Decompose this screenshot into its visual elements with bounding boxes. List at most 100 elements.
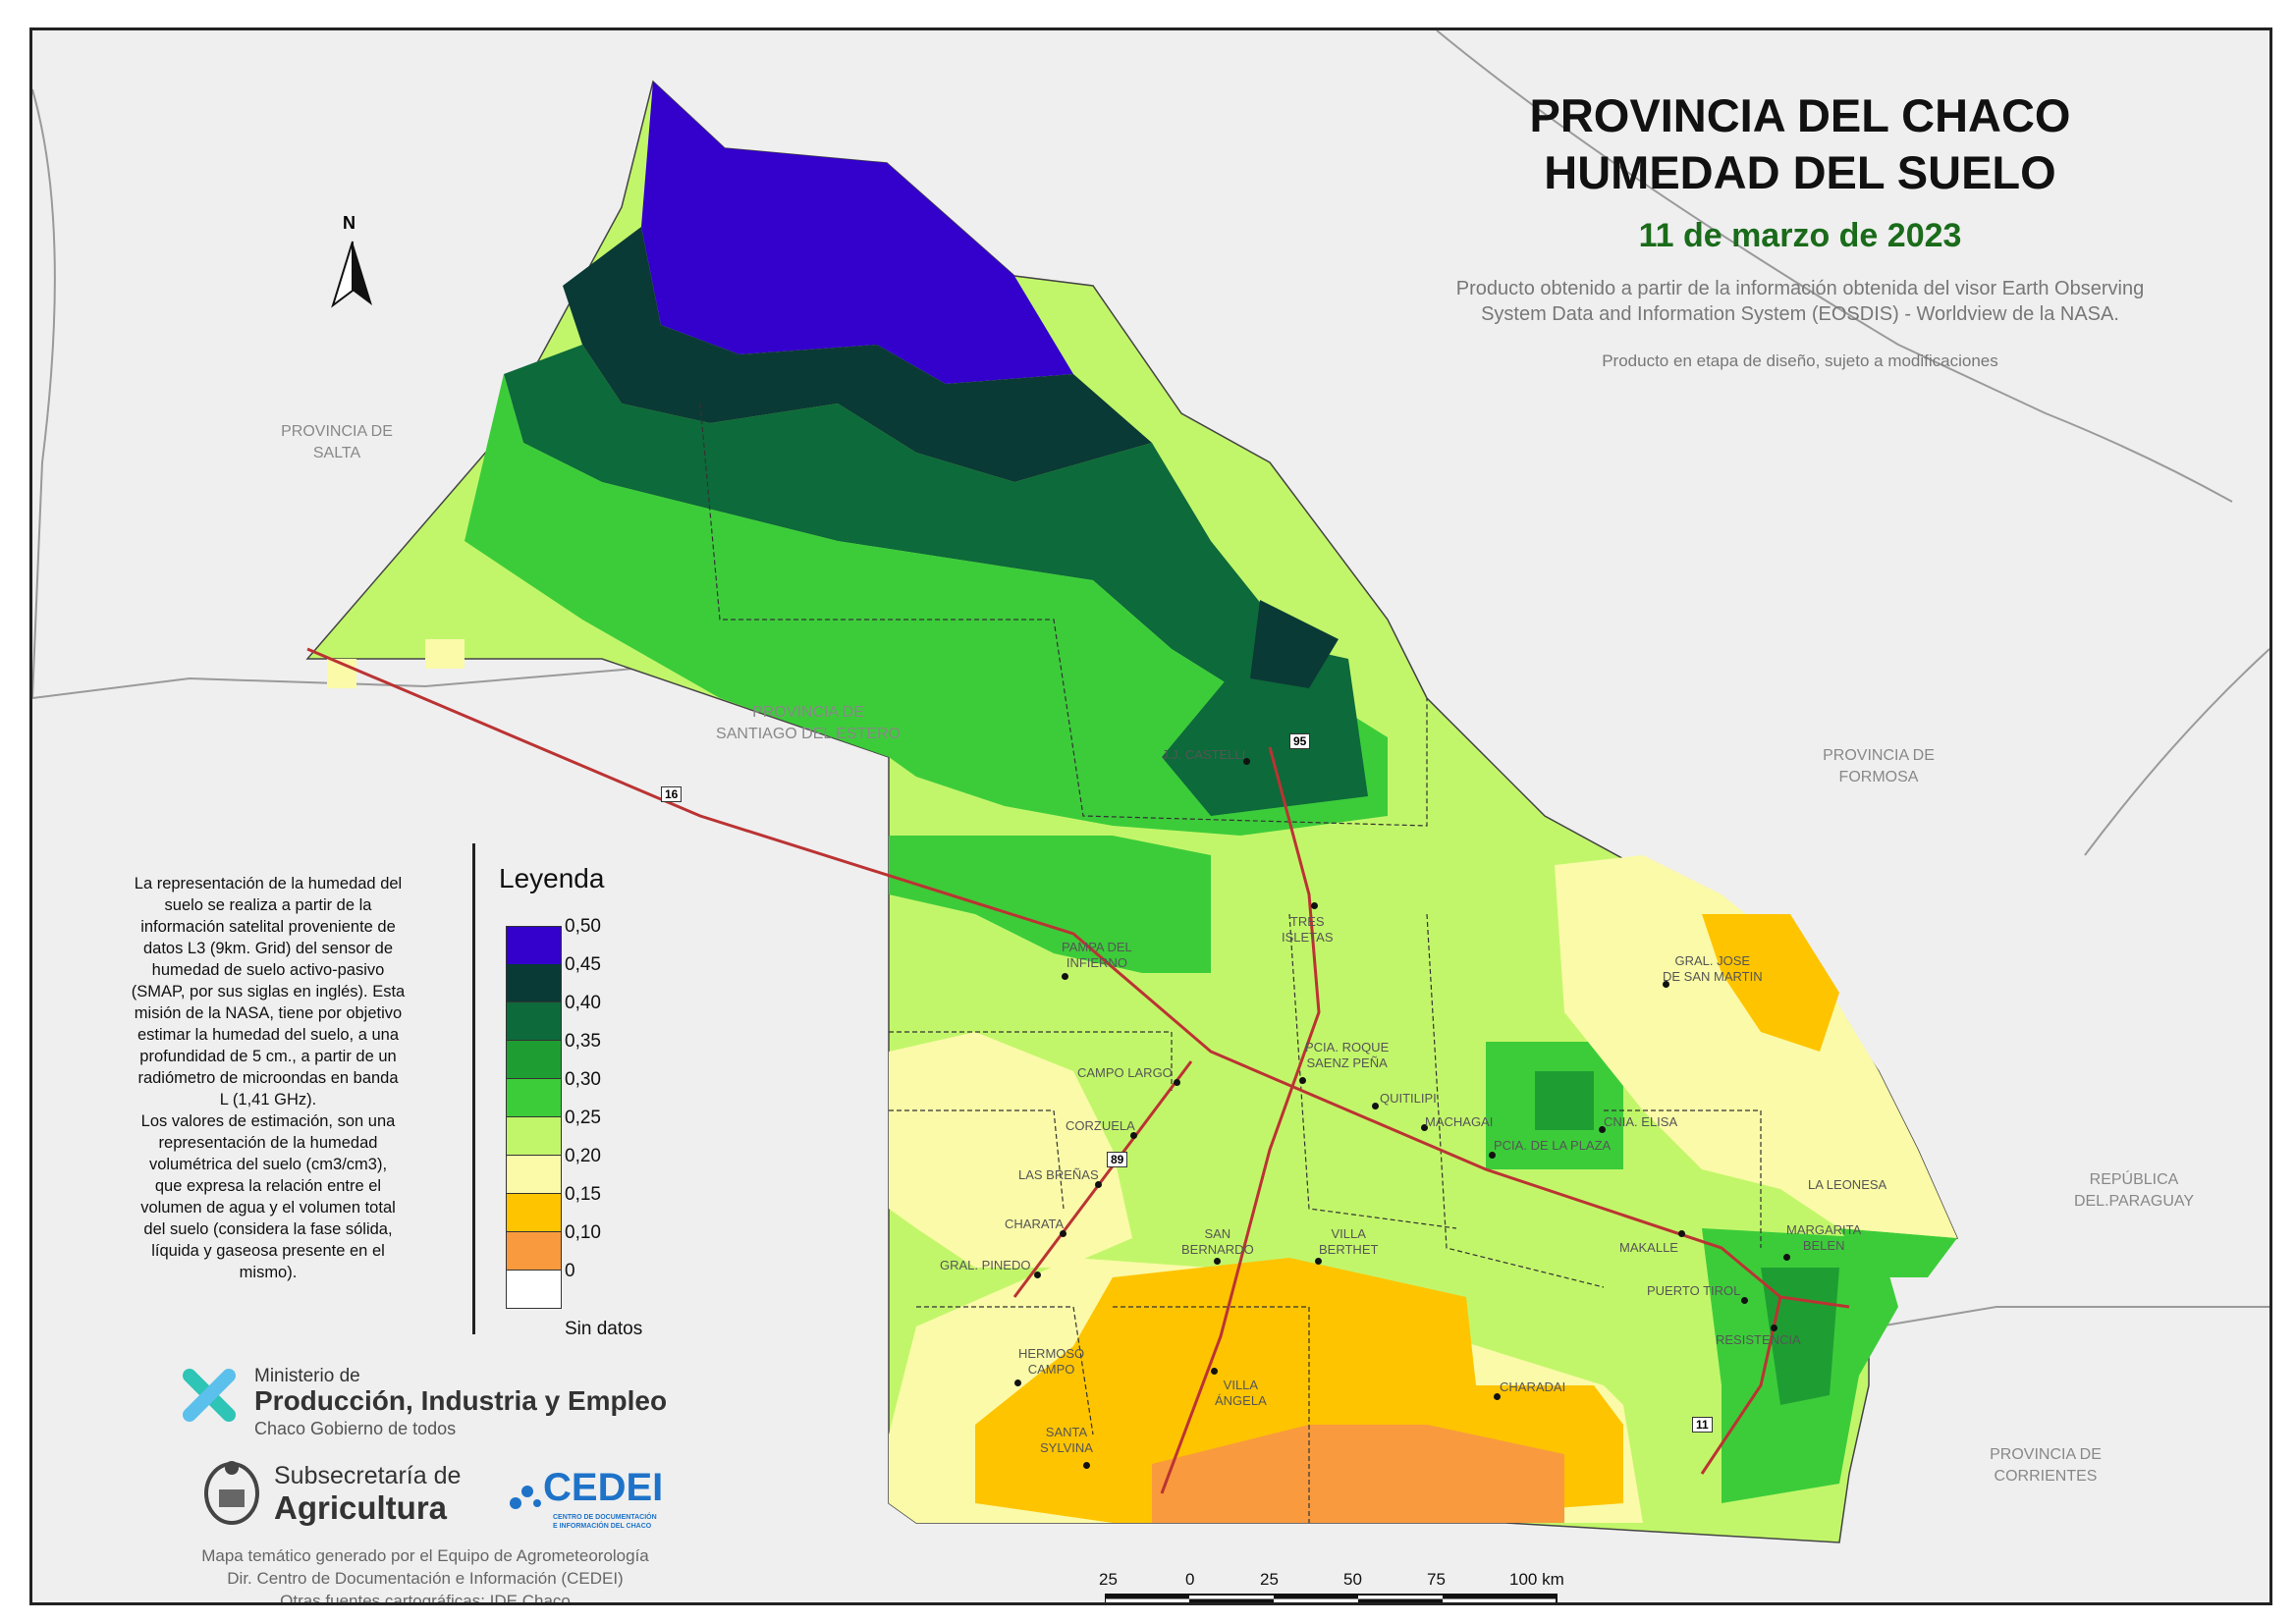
- city-campo-largo: CAMPO LARGO: [1077, 1065, 1173, 1080]
- legend-swatch: [506, 1041, 562, 1079]
- credits: Mapa temático generado por el Equipo de …: [201, 1546, 649, 1605]
- city-dot: [1678, 1230, 1685, 1237]
- scale-label: 25: [1260, 1570, 1279, 1589]
- divider: [472, 843, 475, 1334]
- legend-label: Sin datos: [565, 1319, 643, 1339]
- city-machagai: MACHAGAI: [1425, 1114, 1494, 1129]
- city-puerto-tirol: PUERTO TIROL: [1647, 1283, 1741, 1298]
- subsecretaria-line2: Agricultura: [274, 1489, 448, 1526]
- city-tres-isletas: TRES ISLETAS: [1282, 914, 1334, 945]
- map-title: PROVINCIA DEL CHACO HUMEDAD DEL SUELO: [1529, 89, 2071, 198]
- province-santiago: PROVINCIA DE SANTIAGO DEL ESTERO: [716, 704, 901, 742]
- legend-label: 0,35: [565, 1031, 601, 1052]
- cedei-logo-icon: [510, 1486, 541, 1509]
- cedei-subtitle: CENTRO DE DOCUMENTACIÓN E INFORMACIÓN DEL…: [553, 1514, 657, 1530]
- city-gral-pinedo: GRAL. PINEDO: [940, 1258, 1031, 1272]
- legend-label: 0: [565, 1261, 575, 1281]
- city-quitilipi: QUITILIPI: [1380, 1091, 1437, 1106]
- city-cnia-elisa: CNIA. ELISA: [1604, 1114, 1678, 1129]
- city-dot: [1599, 1126, 1606, 1133]
- moisture-raster: [327, 81, 1957, 1523]
- route-95-shield: 95: [1289, 733, 1311, 749]
- city-san-bernardo: SAN BERNARDO: [1181, 1226, 1254, 1257]
- map-date: 11 de marzo de 2023: [1638, 217, 1962, 254]
- scale-label: 25: [1099, 1570, 1118, 1589]
- legend-label: 0,50: [565, 916, 601, 937]
- province-salta: PROVINCIA DE SALTA: [281, 423, 393, 461]
- city-dot: [1663, 981, 1669, 988]
- province-formosa: PROVINCIA DE FORMOSA: [1823, 747, 1935, 785]
- city-dot: [1062, 973, 1068, 980]
- city-dot: [1083, 1462, 1090, 1469]
- main-roads: [306, 647, 1850, 1494]
- legend-swatch: [506, 1194, 562, 1232]
- legend-swatch: [506, 926, 562, 965]
- chaco-seal-icon: [204, 1461, 259, 1525]
- city-dot: [1174, 1079, 1180, 1086]
- legend-swatch: [506, 1079, 562, 1117]
- city-dot: [1299, 1077, 1306, 1084]
- scale-label: 75: [1427, 1570, 1446, 1589]
- city-resistencia: RESISTENCIA: [1716, 1332, 1801, 1347]
- city-dot: [1489, 1152, 1496, 1159]
- legend-swatch: [506, 1309, 560, 1346]
- city-margarita-belen: MARGARITA BELEN: [1786, 1222, 1862, 1253]
- city-dot: [1095, 1181, 1102, 1188]
- city-dot: [1060, 1230, 1066, 1237]
- city-dot: [1315, 1258, 1322, 1265]
- city-dot: [1014, 1380, 1021, 1386]
- legend-swatch: [506, 1002, 562, 1041]
- legend-swatch: [506, 1232, 562, 1271]
- legend-label: 0,20: [565, 1146, 601, 1166]
- scale-bar: [1105, 1594, 1558, 1602]
- city-la-leonesa: LA LEONESA: [1808, 1177, 1887, 1192]
- neighbour-boundaries: [32, 30, 2269, 1327]
- scale-label: 50: [1343, 1570, 1362, 1589]
- description: La representación de la humedad del suel…: [131, 875, 406, 1281]
- subsecretaria-line1: Subsecretaría de: [274, 1462, 462, 1489]
- city-dot: [1494, 1393, 1501, 1400]
- scale-label: 100 km: [1509, 1570, 1564, 1589]
- route-89-shield: 89: [1107, 1152, 1128, 1167]
- ministerio-line1: Ministerio de: [254, 1366, 360, 1386]
- route-16-shield: 16: [661, 786, 683, 802]
- city-makalle: MAKALLE: [1619, 1240, 1678, 1255]
- scale-label: 0: [1185, 1570, 1195, 1589]
- city-dot: [1130, 1132, 1137, 1139]
- province-corrientes: PROVINCIA DE CORRIENTES: [1990, 1446, 2102, 1485]
- city-dot: [1243, 758, 1250, 765]
- legend-label: 0,15: [565, 1184, 601, 1205]
- source-text: Producto obtenido a partir de la informa…: [1455, 278, 2145, 325]
- city-dot: [1783, 1254, 1790, 1261]
- city-las-brenas: LAS BREÑAS: [1018, 1167, 1099, 1182]
- ministerio-line3: Chaco Gobierno de todos: [254, 1419, 457, 1438]
- soil-moisture-map: [32, 30, 2269, 1543]
- city-dot: [1034, 1271, 1041, 1278]
- city-santa-sylvina: SANTA SYLVINA: [1040, 1425, 1093, 1455]
- city-gral-san-martin: GRAL. JOSE DE SAN MARTIN: [1663, 953, 1763, 984]
- city-pampa: PAMPA DEL INFIERNO: [1062, 940, 1132, 970]
- legend-label: 0,30: [565, 1069, 601, 1090]
- department-borders: [699, 403, 1762, 1523]
- city-hermoso-campo: HERMOSO CAMPO: [1018, 1346, 1085, 1377]
- city-roque-pena: PCIA. ROQUE SAENZ PEÑA: [1305, 1040, 1390, 1070]
- north-arrow-icon: [331, 241, 372, 308]
- cedei-logo-text: CEDEI: [543, 1466, 664, 1509]
- legend-swatch: [506, 1156, 562, 1194]
- route-11-shield: 11: [1692, 1417, 1713, 1433]
- city-corzuela: CORZUELA: [1066, 1118, 1135, 1133]
- legend-title: Leyenda: [499, 863, 605, 893]
- city-dot: [1311, 902, 1318, 909]
- city-charata: CHARATA: [1005, 1217, 1065, 1231]
- city-dot: [1771, 1325, 1777, 1331]
- legend-label: 0,45: [565, 954, 601, 975]
- city-villa-berthet: VILLA BERTHET: [1319, 1226, 1379, 1257]
- city-villa-angela: VILLA ÁNGELA: [1215, 1378, 1267, 1408]
- city-castelli: J.J. CASTELLI: [1162, 747, 1246, 762]
- legend-label: 0,10: [565, 1222, 601, 1243]
- legend-swatch: [506, 1271, 562, 1309]
- city-dot: [1214, 1258, 1221, 1265]
- north-label: N: [343, 213, 355, 233]
- city-dot: [1211, 1368, 1218, 1375]
- legend-swatch: [506, 964, 562, 1002]
